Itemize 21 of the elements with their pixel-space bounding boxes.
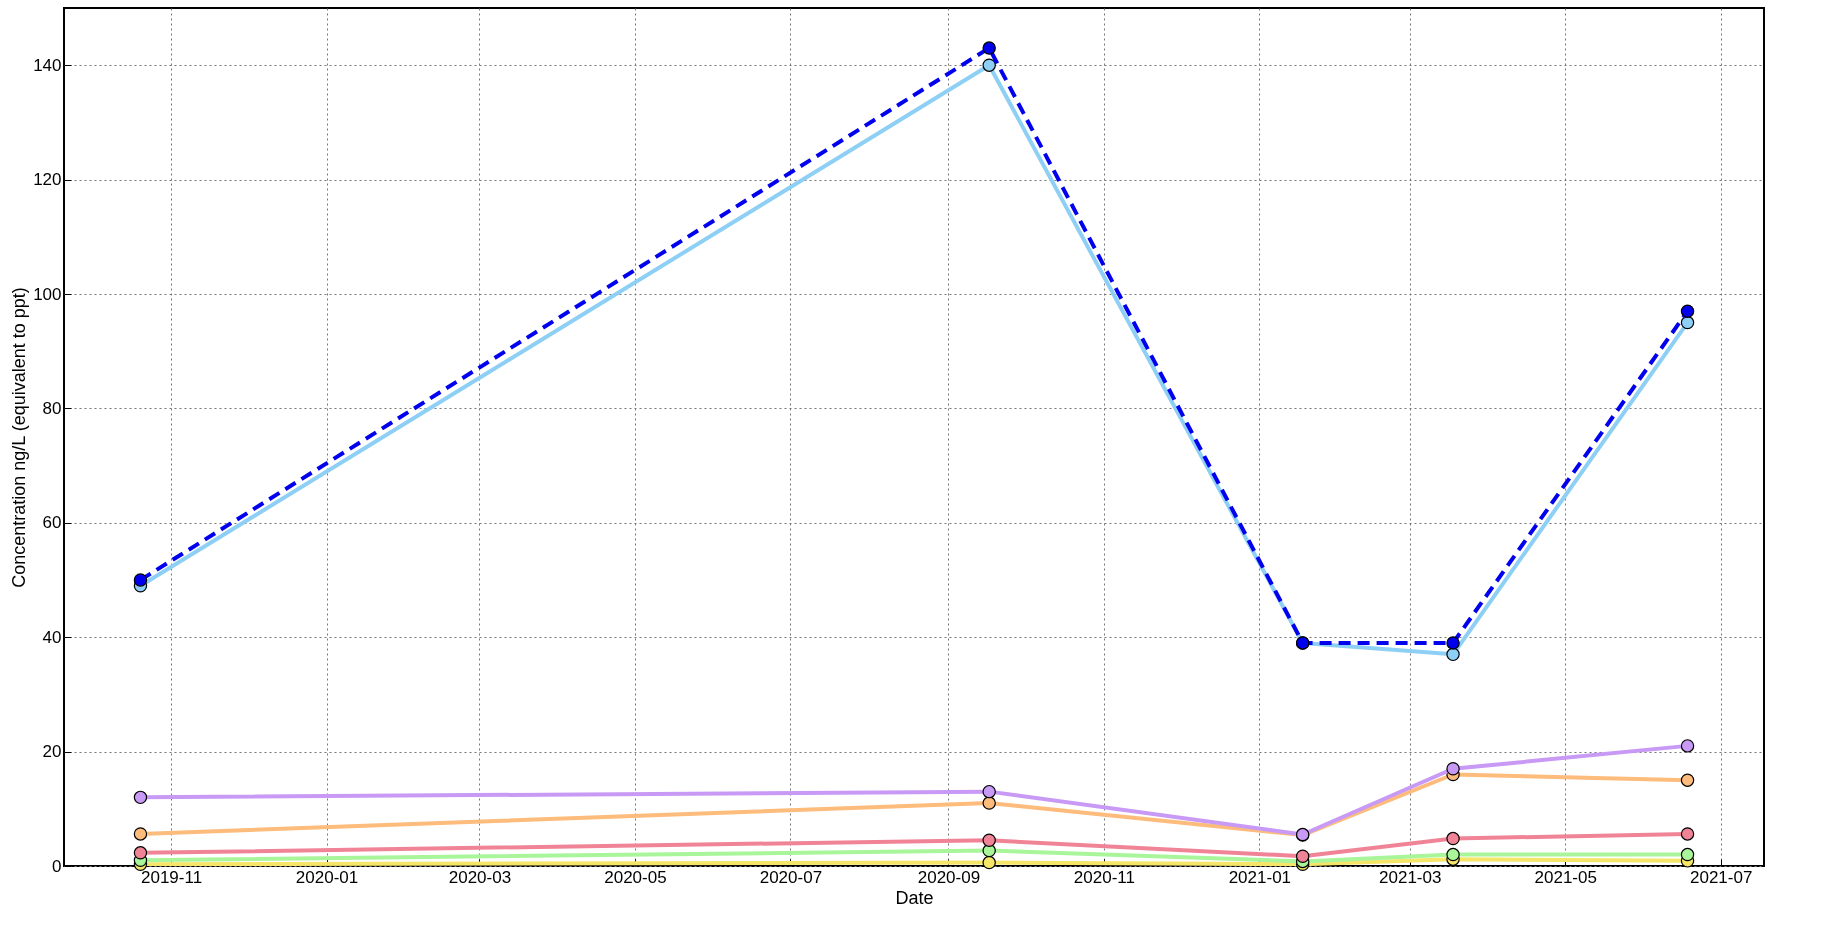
x-tick-label: 2020-09 <box>917 867 981 887</box>
y-axis-title: Concentration ng/L (equivalent to ppt) <box>9 287 30 588</box>
x-tick-label: 2021-03 <box>1379 867 1442 887</box>
y-tick-label: 20 <box>42 742 62 762</box>
x-tick-label: 2020-03 <box>448 867 512 887</box>
x-tick-label: 2021-05 <box>1534 867 1597 887</box>
y-tick-label: 0 <box>52 856 62 876</box>
x-tick-label: 2021-07 <box>1689 867 1753 887</box>
x-tick-label: 2020-11 <box>1073 867 1135 887</box>
x-tick-label: 2020-01 <box>295 867 359 887</box>
x-axis-title: Date <box>895 887 934 908</box>
y-tick-label: 60 <box>42 513 62 533</box>
y-tick-label: 120 <box>33 170 62 190</box>
y-tick-label: 100 <box>33 284 62 304</box>
x-tick-label: 2020-05 <box>604 867 667 887</box>
y-tick-label: 80 <box>42 398 62 418</box>
x-tick-label: 2021-01 <box>1228 867 1292 887</box>
y-tick-label: 40 <box>42 627 62 647</box>
x-tick-label: 2020-07 <box>759 867 823 887</box>
y-tick-label: 140 <box>33 55 62 75</box>
x-tick-label: 2019-11 <box>140 867 203 887</box>
